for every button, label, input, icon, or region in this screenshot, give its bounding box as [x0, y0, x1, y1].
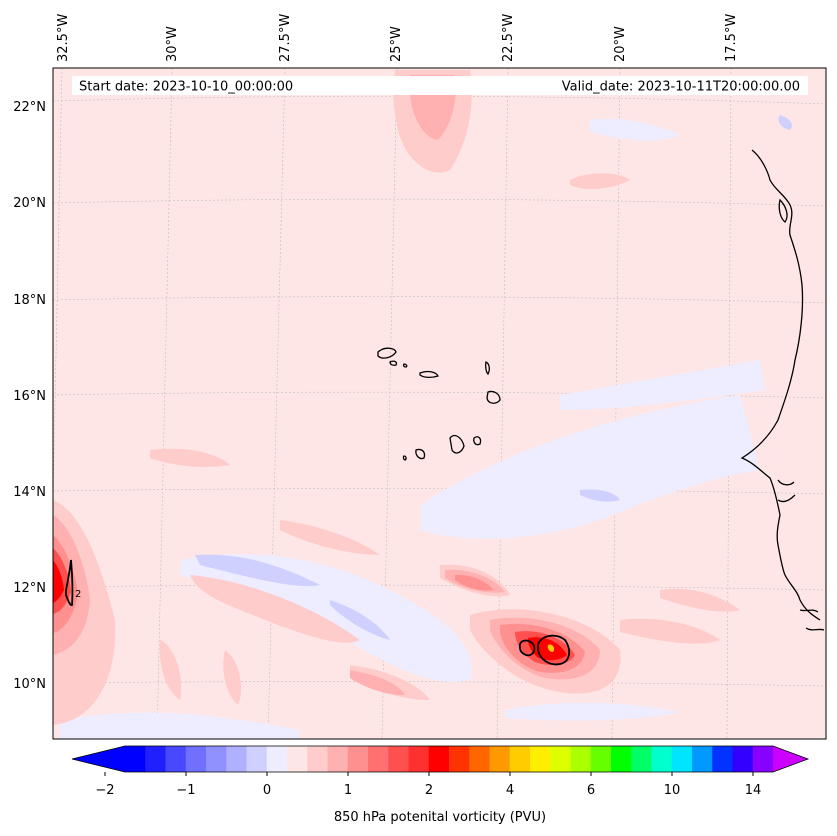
- colorbar-segment: [428, 746, 450, 772]
- lon-label: 27.5°W: [278, 14, 293, 62]
- lat-label: 22°N: [13, 100, 46, 115]
- colorbar-segment: [388, 746, 409, 772]
- colorbar-segment: [671, 746, 693, 772]
- colorbar-segment: [185, 746, 207, 772]
- colorbar-segment: [752, 746, 774, 772]
- colorbar-segment: [206, 746, 227, 772]
- colorbar-segment: [145, 746, 166, 772]
- colorbar: [71, 745, 810, 776]
- colorbar-segment: [469, 746, 490, 772]
- negative-pv-cores: [195, 115, 792, 640]
- longitude-labels: 32.5°W 30°W 27.5°W 25°W 22.5°W 20°W 17.5…: [56, 14, 739, 62]
- lat-label: 20°N: [13, 196, 46, 211]
- colorbar-tick-label: 10: [664, 783, 681, 798]
- negative-pv-areas: [60, 118, 765, 739]
- colorbar-segment: [712, 746, 733, 772]
- colorbar-segment: [165, 746, 187, 772]
- colorbar-segment: [530, 746, 551, 772]
- lon-label: 25°W: [389, 26, 404, 62]
- contour-label: 2: [75, 589, 81, 600]
- colorbar-tick-label: −2: [95, 783, 114, 798]
- colorbar-tick-label: −1: [176, 783, 195, 798]
- map-panel: 2 Start date: 2023-10-10_00:00:00 Vali: [53, 68, 826, 739]
- lon-label: 17.5°W: [724, 14, 739, 62]
- pv-core: [53, 560, 567, 661]
- colorbar-segment: [692, 746, 713, 772]
- lon-label: 22.5°W: [501, 14, 516, 62]
- colorbar-segment: [449, 746, 470, 772]
- colorbar-segment: [266, 746, 288, 772]
- colorbar-segment: [368, 746, 389, 772]
- colorbar-segment: [347, 746, 369, 772]
- colorbar-segment: [570, 746, 592, 772]
- colorbar-segment: [307, 746, 328, 772]
- lat-label: 16°N: [13, 389, 46, 404]
- lat-label: 14°N: [13, 485, 46, 500]
- pv-contours: [65, 559, 571, 666]
- colorbar-tick-label: 6: [587, 783, 595, 798]
- latitude-labels: 22°N 20°N 18°N 16°N 14°N 12°N 10°N: [13, 100, 46, 692]
- lon-label: 30°W: [165, 26, 180, 62]
- colorbar-segment: [631, 746, 652, 772]
- map-frame: [52, 67, 827, 740]
- colorbar-segment: [408, 746, 430, 772]
- colorbar-segment: [651, 746, 673, 772]
- lat-label: 12°N: [13, 581, 46, 596]
- colorbar-segment: [732, 746, 754, 772]
- pv-center: [547, 644, 555, 652]
- colorbar-segment: [489, 746, 511, 772]
- colorbar-tick-label: 0: [263, 783, 271, 798]
- colorbar-segment: [226, 746, 247, 772]
- colorbar-label: 850 hPa potenital vorticity (PVU): [334, 810, 546, 825]
- colorbar-tick-label: 1: [344, 783, 352, 798]
- colorbar-tick-label: 2: [425, 783, 433, 798]
- colorbar-segment: [246, 746, 268, 772]
- lon-label: 32.5°W: [56, 14, 71, 62]
- start-date-box: [72, 76, 308, 95]
- coastlines: [740, 149, 825, 631]
- lat-label: 18°N: [13, 293, 46, 308]
- colorbar-segment: [125, 746, 146, 772]
- start-date: Start date: 2023-10-10_00:00:00: [79, 80, 293, 95]
- colorbar-segment: [611, 746, 632, 772]
- colorbar-tick-label: 14: [745, 783, 762, 798]
- valid-date: Valid_date: 2023-10-11T20:00:00.00: [562, 80, 800, 95]
- valid-date-box: [308, 76, 808, 95]
- colorbar-over-arrow: [773, 746, 808, 772]
- colorbar-tick-label: 4: [506, 783, 514, 798]
- colorbar-under-arrow: [72, 746, 125, 772]
- colorbar-segment: [550, 746, 571, 772]
- lon-label: 20°W: [613, 26, 628, 62]
- lat-label: 10°N: [13, 677, 46, 692]
- colorbar-segment: [327, 746, 349, 772]
- colorbar-ticks: −2 −1 0 1 2 4 6 10 14: [95, 783, 761, 798]
- colorbar-segment: [509, 746, 531, 772]
- colorbar-outline: [71, 745, 810, 773]
- cape-verde-islands: [377, 347, 501, 461]
- colorbar-segment: [590, 746, 612, 772]
- colorbar-segment: [287, 746, 308, 772]
